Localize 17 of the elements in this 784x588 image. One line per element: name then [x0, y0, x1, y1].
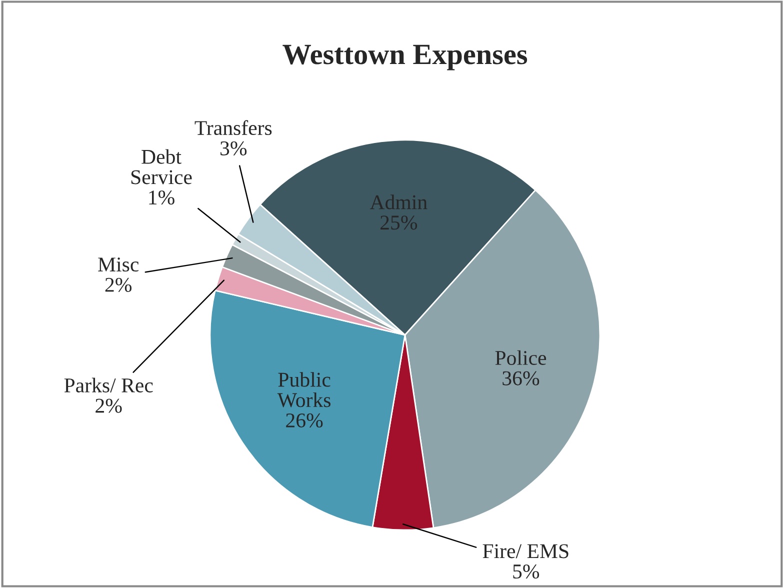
- data-label: 2%: [105, 278, 132, 292]
- slice-label: Misc: [98, 258, 139, 272]
- slice-label: Parks/ Rec: [64, 378, 153, 392]
- slice-label: Fire/ EMS: [482, 544, 568, 558]
- data-label: 26%: [286, 413, 323, 428]
- slice-label: Transfers: [194, 120, 272, 136]
- data-label: 2%: [96, 398, 122, 413]
- data-label: 1%: [149, 190, 174, 205]
- data-label: 25%: [380, 216, 418, 230]
- data-label: 36%: [502, 371, 540, 386]
- slice-label: Debt Service: [131, 149, 192, 184]
- slice-label: Public Works: [277, 372, 330, 408]
- data-label: 3%: [220, 141, 247, 156]
- data-label: 5%: [513, 564, 540, 579]
- slice-label: Admin: [370, 194, 428, 210]
- chart-title: Westtown Expenses: [282, 44, 528, 70]
- slice-label: Police: [495, 350, 546, 365]
